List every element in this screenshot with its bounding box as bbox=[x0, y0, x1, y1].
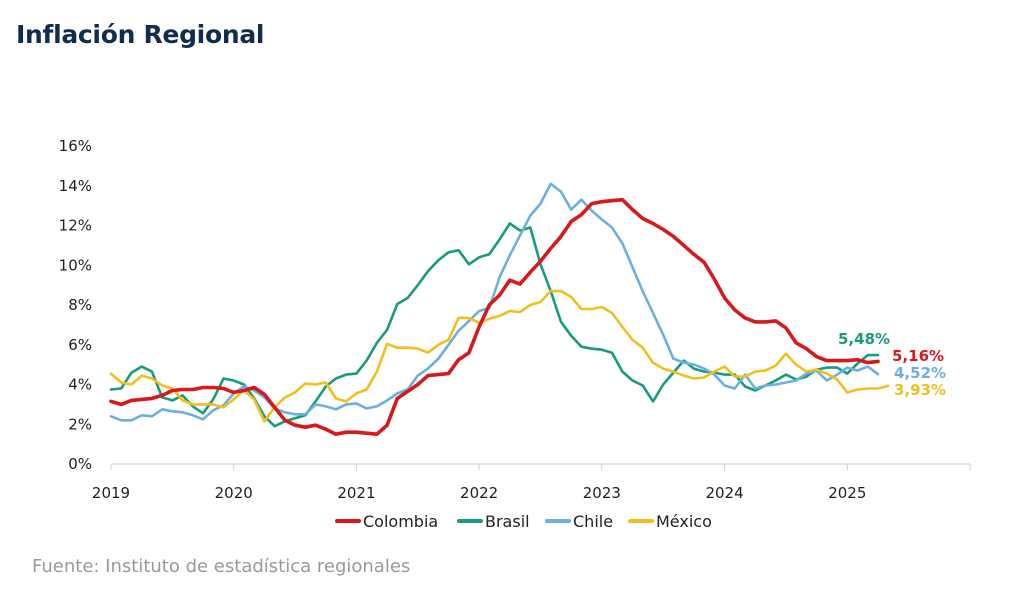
chart-title: Inflación Regional bbox=[16, 20, 265, 49]
y-tick-label: 16% bbox=[59, 137, 92, 155]
end-label-colombia: 5,16% bbox=[892, 347, 944, 365]
legend-label-mexico: México bbox=[656, 512, 712, 531]
end-labels: 5,48%5,16%4,52%3,93% bbox=[838, 330, 946, 399]
y-tick-label: 6% bbox=[68, 336, 92, 354]
x-tick-label: 2025 bbox=[828, 484, 866, 502]
y-tick-label: 0% bbox=[68, 455, 92, 473]
y-axis-labels: 0% 2% 4% 6% 8% 10% 12% 14% 16% bbox=[59, 137, 92, 473]
x-tick-label: 2021 bbox=[337, 484, 375, 502]
legend-label-brasil: Brasil bbox=[485, 512, 530, 531]
x-tick-label: 2022 bbox=[460, 484, 498, 502]
legend: Colombia Brasil Chile México bbox=[335, 512, 712, 531]
end-label-mexico: 3,93% bbox=[894, 381, 946, 399]
x-axis: 2019 2020 2021 2022 2023 2024 2025 bbox=[92, 463, 971, 502]
source-note: Fuente: Instituto de estadística regiona… bbox=[32, 556, 411, 577]
y-tick-label: 8% bbox=[68, 296, 92, 314]
series-line-brasil bbox=[109, 222, 880, 428]
x-tick-label: 2019 bbox=[92, 484, 130, 502]
y-tick-label: 4% bbox=[68, 376, 92, 394]
y-tick-label: 14% bbox=[59, 177, 92, 195]
legend-label-colombia: Colombia bbox=[363, 512, 438, 531]
x-tick-label: 2020 bbox=[215, 484, 253, 502]
x-tick-label: 2024 bbox=[705, 484, 743, 502]
y-tick-label: 12% bbox=[59, 217, 92, 235]
series-line-colombia bbox=[109, 197, 880, 437]
x-tick-label: 2023 bbox=[583, 484, 621, 502]
y-tick-label: 2% bbox=[68, 415, 92, 433]
series-lines bbox=[109, 182, 890, 437]
legend-label-chile: Chile bbox=[573, 512, 613, 531]
series-line-mexico bbox=[109, 289, 890, 423]
end-label-brasil: 5,48% bbox=[838, 330, 890, 348]
y-tick-label: 10% bbox=[59, 256, 92, 274]
end-label-chile: 4,52% bbox=[894, 364, 946, 382]
